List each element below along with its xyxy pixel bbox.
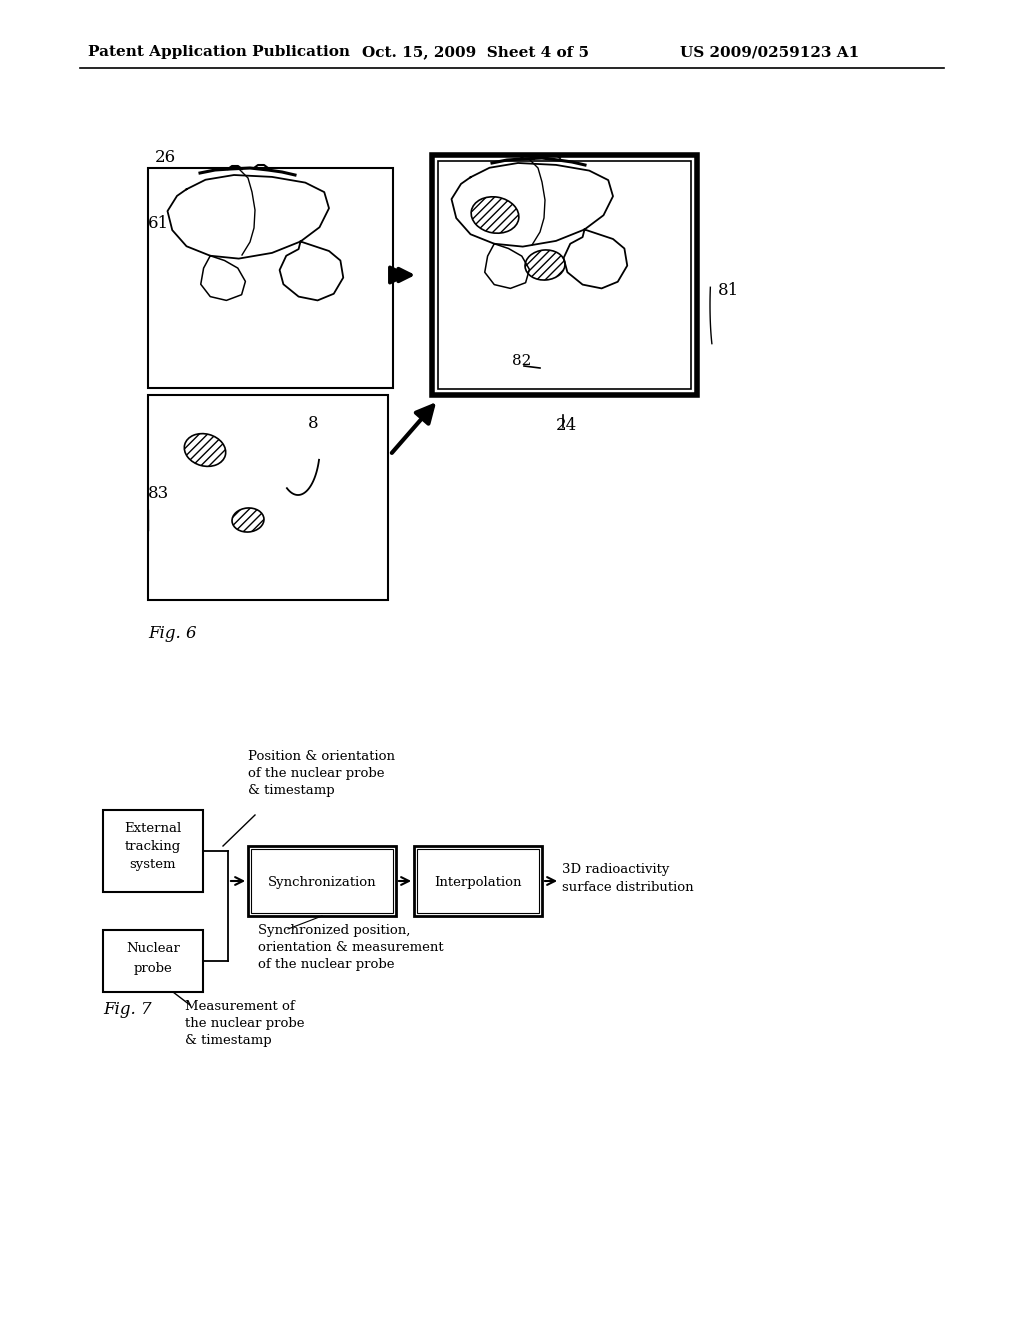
Text: & timestamp: & timestamp (185, 1034, 271, 1047)
Bar (438, 161, 691, 389)
Text: the nuclear probe: the nuclear probe (185, 1016, 304, 1030)
Text: Position & orientation: Position & orientation (248, 750, 395, 763)
Text: Synchronization: Synchronization (267, 876, 376, 888)
Bar (251, 849, 393, 913)
Text: of the nuclear probe: of the nuclear probe (258, 958, 394, 972)
Text: orientation & measurement: orientation & measurement (258, 941, 443, 954)
Bar (148, 168, 393, 388)
Bar (417, 849, 539, 913)
Text: surface distribution: surface distribution (562, 880, 693, 894)
Text: 83: 83 (148, 484, 169, 502)
Text: Measurement of: Measurement of (185, 1001, 295, 1012)
Bar (248, 846, 396, 916)
Ellipse shape (471, 197, 519, 234)
Bar (432, 154, 697, 395)
Text: 26: 26 (155, 149, 176, 166)
Text: Nuclear: Nuclear (126, 942, 180, 954)
Text: Fig. 7: Fig. 7 (103, 1001, 152, 1018)
Text: 61: 61 (148, 215, 169, 232)
Text: & timestamp: & timestamp (248, 784, 335, 797)
Text: 81: 81 (718, 282, 739, 300)
Text: 8: 8 (308, 414, 318, 432)
Ellipse shape (232, 508, 264, 532)
Text: Oct. 15, 2009  Sheet 4 of 5: Oct. 15, 2009 Sheet 4 of 5 (362, 45, 589, 59)
Bar (414, 846, 542, 916)
Text: 24: 24 (556, 417, 578, 434)
Text: External: External (124, 822, 181, 836)
Text: of the nuclear probe: of the nuclear probe (248, 767, 384, 780)
Text: system: system (130, 858, 176, 871)
Text: 3D radioactivity: 3D radioactivity (562, 863, 670, 876)
Text: tracking: tracking (125, 840, 181, 853)
Text: Fig. 6: Fig. 6 (148, 624, 197, 642)
Text: Patent Application Publication: Patent Application Publication (88, 45, 350, 59)
Bar (148, 395, 388, 601)
Text: US 2009/0259123 A1: US 2009/0259123 A1 (680, 45, 859, 59)
Text: Synchronized position,: Synchronized position, (258, 924, 411, 937)
Ellipse shape (184, 433, 225, 466)
Text: probe: probe (133, 962, 172, 975)
Bar (103, 810, 203, 892)
Text: Interpolation: Interpolation (434, 876, 522, 888)
Ellipse shape (525, 249, 565, 280)
Bar (103, 931, 203, 993)
Text: 82: 82 (512, 354, 531, 368)
